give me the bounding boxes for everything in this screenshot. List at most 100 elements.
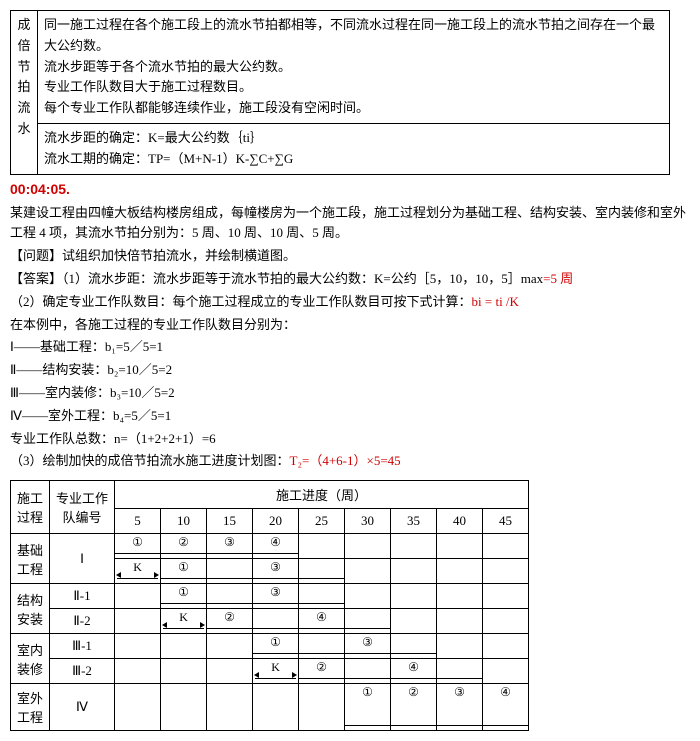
tick-header: 15 — [207, 509, 253, 534]
process-label: 室内装修 — [11, 634, 50, 684]
team-label: Ⅲ-1 — [50, 634, 115, 659]
gantt-cell: ① — [161, 559, 207, 584]
answer-step1-text: 【答案】（1）流水步距：流水步距等于流水节拍的最大公约数：K=公约［5，10，1… — [10, 271, 543, 286]
gantt-cell: ④ — [299, 609, 345, 634]
gantt-cell — [161, 659, 207, 684]
gantt-cell — [115, 609, 161, 634]
gantt-cell: ① — [345, 684, 391, 731]
schedule-gantt-table: 施工过程专业工作队编号施工进度（周）51015202530354045基础工程Ⅰ… — [10, 480, 529, 731]
def-line-1: 同一施工过程在各个施工段上的流水节拍都相等，不同流水过程在同一施工段上的流水节拍… — [44, 15, 663, 57]
gantt-cell: ③ — [345, 634, 391, 659]
gantt-cell — [115, 634, 161, 659]
answer-step2-text: （2）确定专业工作队数目：每个施工过程成立的专业工作队数目可按下式计算： — [10, 294, 472, 309]
gantt-cell: ② — [207, 609, 253, 634]
gantt-cell — [207, 684, 253, 731]
gantt-cell — [391, 534, 437, 559]
def-line-5: 流水步距的确定：K=最大公约数｛ti｝ — [44, 128, 663, 149]
col-progress: 施工进度（周） — [115, 481, 529, 509]
tick-header: 45 — [483, 509, 529, 534]
team-label: Ⅳ — [50, 684, 115, 731]
gantt-cell — [207, 659, 253, 684]
gantt-cell — [437, 559, 483, 584]
gantt-cell — [437, 534, 483, 559]
video-timestamp: 00:04:05. — [10, 181, 690, 197]
definition-table: 成倍节 拍流水 同一施工过程在各个施工段上的流水节拍都相等，不同流水过程在同一施… — [10, 10, 670, 175]
side-label-line1: 成倍节 — [17, 17, 30, 74]
tick-header: 5 — [115, 509, 161, 534]
side-label: 成倍节 拍流水 — [11, 11, 38, 175]
tick-header: 40 — [437, 509, 483, 534]
team-label: Ⅱ-1 — [50, 584, 115, 609]
gantt-cell: ③ — [207, 534, 253, 559]
def-cell-2: 流水步距的确定：K=最大公约数｛ti｝ 流水工期的确定：TP=（M+N-1）K-… — [38, 123, 670, 174]
col-process: 施工过程 — [11, 481, 50, 534]
def-cell-1: 同一施工过程在各个施工段上的流水节拍都相等，不同流水过程在同一施工段上的流水节拍… — [38, 11, 670, 124]
gantt-cell — [391, 634, 437, 659]
process-label: 结构安装 — [11, 584, 50, 634]
gantt-cell — [391, 584, 437, 609]
gantt-cell: ④ — [391, 659, 437, 684]
gantt-cell: ④ — [483, 684, 529, 731]
gantt-cell: ② — [299, 659, 345, 684]
gantt-cell: K — [161, 609, 207, 634]
gantt-cell — [483, 584, 529, 609]
gantt-cell — [483, 559, 529, 584]
gantt-cell — [161, 684, 207, 731]
gantt-cell — [345, 609, 391, 634]
team-label: Ⅲ-2 — [50, 659, 115, 684]
process-label: 室外工程 — [11, 684, 50, 731]
gantt-cell — [299, 584, 345, 609]
answer-step2-red: bi = ti /K — [472, 294, 519, 309]
side-label-line2: 拍流水 — [17, 79, 30, 136]
gantt-cell — [437, 609, 483, 634]
gantt-cell: ① — [253, 634, 299, 659]
def-line-6: 流水工期的确定：TP=（M+N-1）K-∑C+∑G — [44, 149, 663, 170]
calc-line-3: Ⅲ——室内装修：b₃=10／5=2 — [10, 383, 690, 404]
gantt-cell — [253, 684, 299, 731]
gantt-cell — [391, 609, 437, 634]
answer-step3-red: T₂=（4+6-1）×5=45 — [290, 453, 401, 468]
gantt-cell — [299, 559, 345, 584]
gantt-cell — [299, 684, 345, 731]
gantt-cell — [437, 659, 483, 684]
gantt-cell — [345, 659, 391, 684]
answer-step1-red: =5 周 — [543, 271, 573, 286]
answer-step2b: 在本例中，各施工过程的专业工作队数目分别为： — [10, 315, 690, 336]
gantt-cell — [483, 609, 529, 634]
gantt-cell: ③ — [253, 559, 299, 584]
answer-step1: 【答案】（1）流水步距：流水步距等于流水节拍的最大公约数：K=公约［5，10，1… — [10, 269, 690, 290]
gantt-cell: ① — [161, 584, 207, 609]
calc-total: 专业工作队总数：n=（1+2+2+1）=6 — [10, 429, 690, 450]
def-line-4: 每个专业工作队都能够连续作业，施工段没有空闲时间。 — [44, 98, 663, 119]
gantt-cell — [483, 534, 529, 559]
gantt-cell — [437, 584, 483, 609]
gantt-cell: K — [253, 659, 299, 684]
calc-line-2: Ⅱ——结构安装：b₂=10／5=2 — [10, 360, 690, 381]
gantt-cell — [345, 559, 391, 584]
question-line: 【问题】试组织加快倍节拍流水，并绘制横道图。 — [10, 246, 690, 267]
tick-header: 10 — [161, 509, 207, 534]
gantt-cell — [207, 584, 253, 609]
problem-body: 某建设工程由四幢大板结构楼房组成，每幢楼房为一个施工段，施工过程划分为基础工程、… — [10, 203, 690, 473]
answer-step2: （2）确定专业工作队数目：每个施工过程成立的专业工作队数目可按下式计算：bi =… — [10, 292, 690, 313]
process-label: 基础工程 — [11, 534, 50, 584]
gantt-cell — [207, 559, 253, 584]
gantt-cell — [345, 584, 391, 609]
tick-header: 35 — [391, 509, 437, 534]
gantt-cell: ③ — [253, 584, 299, 609]
calc-line-4: Ⅳ——室外工程：b₄=5／5=1 — [10, 406, 690, 427]
gantt-cell: ② — [161, 534, 207, 559]
gantt-cell: K — [115, 559, 161, 584]
gantt-cell — [391, 559, 437, 584]
def-line-2: 流水步距等于各个流水节拍的最大公约数。 — [44, 57, 663, 78]
gantt-cell — [483, 659, 529, 684]
gantt-cell — [437, 634, 483, 659]
gantt-cell: ③ — [437, 684, 483, 731]
gantt-cell — [299, 634, 345, 659]
calc-line-1: Ⅰ——基础工程：b₁=5／5=1 — [10, 337, 690, 358]
tick-header: 20 — [253, 509, 299, 534]
team-label: Ⅱ-2 — [50, 609, 115, 634]
gantt-cell: ④ — [253, 534, 299, 559]
gantt-cell: ① — [115, 534, 161, 559]
gantt-cell — [115, 584, 161, 609]
